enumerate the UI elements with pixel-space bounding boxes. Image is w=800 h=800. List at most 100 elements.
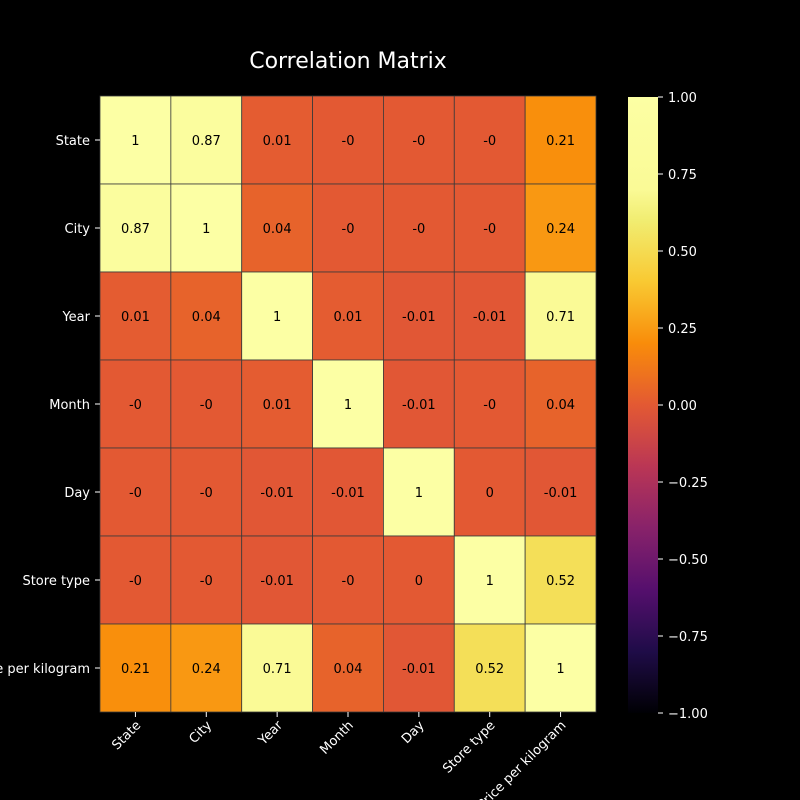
cell-annotation: 1 <box>344 398 352 413</box>
cell-annotation: -0 <box>129 398 142 413</box>
heatmap-cell <box>241 535 313 625</box>
heatmap-cell <box>170 95 243 185</box>
heatmap-cell <box>99 359 172 449</box>
colorbar-tick-label: 0.75 <box>668 168 697 183</box>
cell-annotation: -0 <box>483 222 496 237</box>
colorbar-tick-label: −1.00 <box>668 707 708 722</box>
cell-annotation: -0.01 <box>402 398 436 413</box>
heatmap-cell <box>524 535 597 625</box>
cell-annotation: 1 <box>202 222 210 237</box>
cell-annotation: 0.04 <box>334 662 363 677</box>
cell-annotation: -0.01 <box>260 486 294 501</box>
cell-annotation: -0 <box>483 134 496 149</box>
cell-annotation: 0.01 <box>263 398 292 413</box>
chart-title: Correlation Matrix <box>249 49 447 74</box>
heatmap-cell <box>453 271 526 361</box>
cell-annotation: 0.21 <box>121 662 150 677</box>
cell-annotation: 0.21 <box>546 134 575 149</box>
cell-annotation: -0 <box>129 574 142 589</box>
heatmap-cell <box>99 271 172 361</box>
heatmap-cell <box>312 95 384 185</box>
cell-annotation: 0.52 <box>546 574 575 589</box>
heatmap-cell <box>170 623 243 713</box>
row-label: Month <box>49 398 90 413</box>
heatmap-cell <box>312 271 384 361</box>
row-label: Price per kilogram <box>0 662 90 677</box>
heatmap-cell <box>453 623 526 713</box>
cell-annotation: -0.01 <box>473 310 507 325</box>
cell-annotation: 0 <box>486 486 494 501</box>
cell-annotation: 1 <box>415 486 423 501</box>
row-label: City <box>65 222 91 237</box>
colorbar-tick-label: 0.25 <box>668 322 697 337</box>
cell-annotation: -0.01 <box>544 486 578 501</box>
heatmap-cell <box>170 447 243 537</box>
heatmap-cell <box>99 95 172 185</box>
heatmap-cell <box>383 359 455 449</box>
heatmap-cell <box>241 271 313 361</box>
colorbar-gradient <box>628 97 658 713</box>
cell-annotation: -0 <box>342 574 355 589</box>
cell-annotation: 1 <box>486 574 494 589</box>
heatmap-cell <box>524 183 597 273</box>
colorbar-tick-label: 0.50 <box>668 245 697 260</box>
cell-annotation: -0 <box>200 574 213 589</box>
cell-annotation: 0.04 <box>546 398 575 413</box>
heatmap-cell <box>241 95 313 185</box>
heatmap-cell <box>453 535 526 625</box>
heatmap-cell <box>383 623 455 713</box>
heatmap-cell <box>524 95 597 185</box>
cell-annotation: 0.01 <box>263 134 292 149</box>
colorbar-tick-label: 1.00 <box>668 91 697 106</box>
cell-annotation: 0.04 <box>263 222 292 237</box>
heatmap-cell <box>170 359 243 449</box>
heatmap-cell <box>99 535 172 625</box>
heatmap-cell <box>453 183 526 273</box>
heatmap-cell <box>524 623 597 713</box>
heatmap-cell <box>99 447 172 537</box>
heatmap-cell <box>312 535 384 625</box>
cell-annotation: 0.04 <box>192 310 221 325</box>
colorbar-tick-label: −0.50 <box>668 553 708 568</box>
cell-annotation: 1 <box>131 134 139 149</box>
row-label: Day <box>64 486 90 501</box>
heatmap-cell <box>241 623 313 713</box>
colorbar-tick-label: −0.25 <box>668 476 708 491</box>
cell-annotation: 0.52 <box>475 662 504 677</box>
heatmap-cell <box>99 623 172 713</box>
cell-annotation: 0.01 <box>121 310 150 325</box>
row-labels: State City Year Month Day Store type Price per… <box>0 134 100 677</box>
heatmap-cell <box>241 447 313 537</box>
cell-annotation: -0 <box>200 486 213 501</box>
cell-annotation: -0 <box>129 486 142 501</box>
heatmap-cell <box>524 359 597 449</box>
row-label: State <box>56 134 90 149</box>
cell-annotation: 0.01 <box>334 310 363 325</box>
heatmap-cell <box>383 271 455 361</box>
cell-annotation: 0.24 <box>546 222 575 237</box>
cell-annotation: -0 <box>412 222 425 237</box>
cell-annotation: 0.87 <box>121 222 150 237</box>
colorbar-tick-label: 0.00 <box>668 399 697 414</box>
cell-annotation: -0 <box>412 134 425 149</box>
cell-annotation: -0 <box>342 134 355 149</box>
colorbar-tick-label: −0.75 <box>668 630 708 645</box>
heatmap-cell <box>383 183 455 273</box>
heatmap-cell <box>241 359 313 449</box>
heatmap-cell <box>312 359 384 449</box>
heatmap-cells: 1 0.87 0.01 -0 -0 -0 0.21 0.87 1 0.04 -0 -0 -0 0.24 0.… <box>99 95 597 713</box>
heatmap-cell <box>170 183 243 273</box>
cell-annotation: -0.01 <box>331 486 365 501</box>
cell-annotation: 1 <box>556 662 564 677</box>
cell-annotation: 0.24 <box>192 662 221 677</box>
cell-annotation: 1 <box>273 310 281 325</box>
cell-annotation: -0 <box>483 398 496 413</box>
heatmap-cell <box>170 271 243 361</box>
heatmap-cell <box>453 447 526 537</box>
cell-annotation: 0 <box>415 574 423 589</box>
cell-annotation: 0.71 <box>263 662 292 677</box>
heatmap-cell <box>524 271 597 361</box>
row-label: Store type <box>22 574 90 589</box>
heatmap-cell <box>312 623 384 713</box>
cell-annotation: 0.71 <box>546 310 575 325</box>
